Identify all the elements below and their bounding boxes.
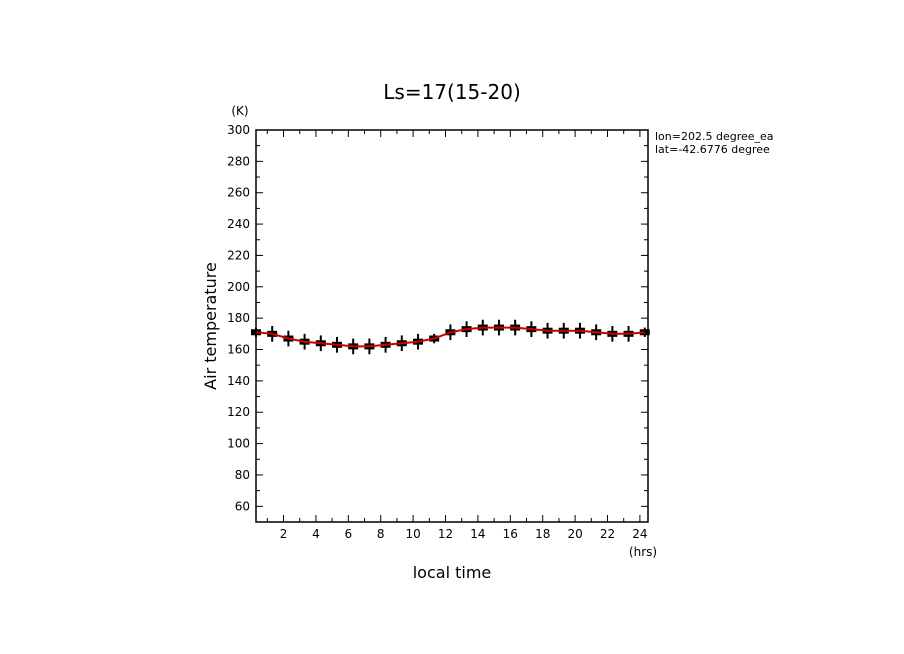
y-unit-label: (K): [231, 104, 248, 118]
y-tick-label: 100: [227, 437, 250, 451]
x-tick-label: 24: [632, 527, 647, 541]
y-tick-label: 80: [235, 468, 250, 482]
x-tick-label: 12: [438, 527, 453, 541]
x-tick-label: 10: [405, 527, 420, 541]
x-tick-label: 20: [567, 527, 582, 541]
x-tick-label: 4: [312, 527, 320, 541]
y-tick-label: 140: [227, 374, 250, 388]
x-unit-label: (hrs): [629, 545, 657, 559]
y-tick-label: 260: [227, 186, 250, 200]
y-tick-label: 220: [227, 248, 250, 262]
y-tick-label: 120: [227, 405, 250, 419]
x-tick-label: 22: [600, 527, 615, 541]
x-tick-label: 2: [280, 527, 288, 541]
x-tick-label: 18: [535, 527, 550, 541]
y-tick-label: 60: [235, 499, 250, 513]
y-tick-label: 180: [227, 311, 250, 325]
y-tick-label: 280: [227, 154, 250, 168]
y-tick-label: 300: [227, 123, 250, 137]
x-tick-label: 8: [377, 527, 385, 541]
x-tick-label: 6: [345, 527, 353, 541]
x-tick-label: 14: [470, 527, 485, 541]
annotation-lon: lon=202.5 degree_ea: [655, 130, 774, 143]
y-tick-label: 160: [227, 343, 250, 357]
plot-frame: [255, 129, 649, 523]
x-tick-label: 16: [503, 527, 518, 541]
y-tick-label: 240: [227, 217, 250, 231]
y-tick-label: 200: [227, 280, 250, 294]
axis-ticks: 2 4 6 8 10 12 14 16 18 20 22 2460801001201401601802…: [227, 123, 648, 541]
data-marks: [251, 319, 650, 355]
annotation-lat: lat=-42.6776 degree: [655, 143, 770, 156]
chart-title: Ls=17(15-20): [383, 80, 521, 104]
series-line: [255, 326, 645, 348]
x-axis-label: local time: [413, 563, 492, 582]
y-axis-label: Air temperature: [201, 262, 220, 390]
